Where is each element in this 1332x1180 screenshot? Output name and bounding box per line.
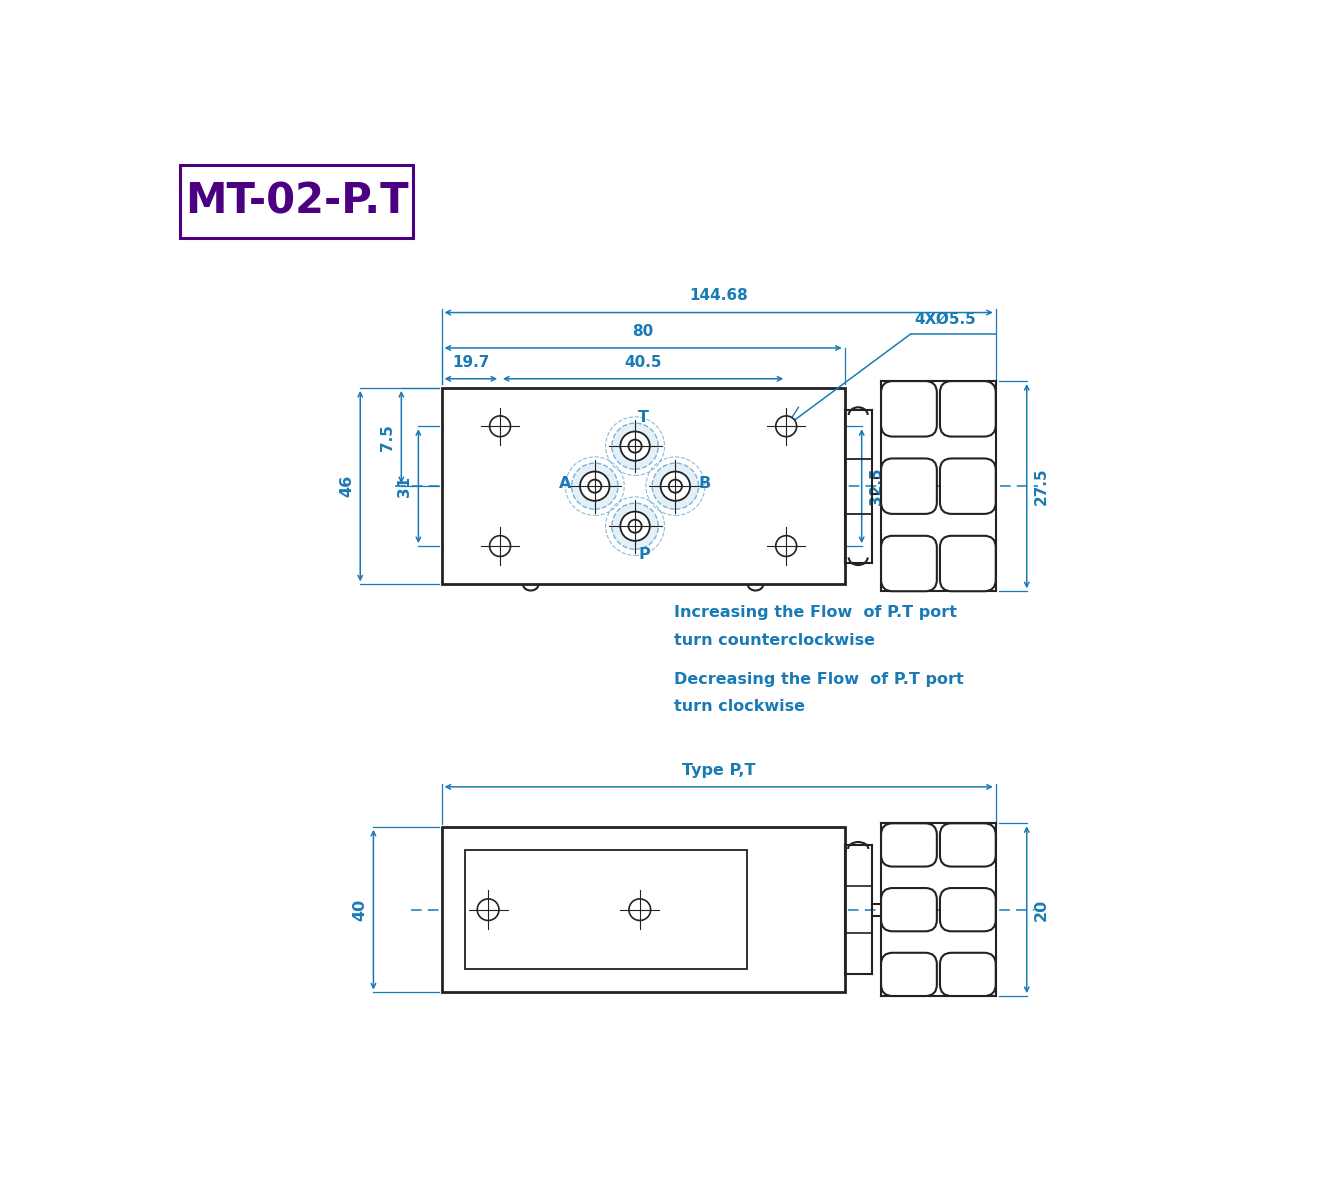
Text: 40: 40 [352, 898, 368, 920]
FancyBboxPatch shape [880, 381, 936, 437]
Circle shape [775, 536, 797, 557]
Text: P: P [638, 548, 650, 562]
Circle shape [653, 463, 698, 510]
Circle shape [629, 519, 642, 532]
Text: 40.5: 40.5 [625, 355, 662, 371]
FancyBboxPatch shape [880, 459, 936, 514]
Text: 144.68: 144.68 [690, 288, 749, 303]
Bar [465, 850, 747, 969]
Text: 4XØ5.5: 4XØ5.5 [914, 312, 976, 327]
Circle shape [611, 503, 658, 550]
Text: 32.5: 32.5 [868, 467, 883, 505]
Text: B: B [698, 477, 711, 491]
Text: 27.5: 27.5 [1034, 467, 1048, 505]
Circle shape [629, 440, 642, 453]
Circle shape [477, 899, 500, 920]
FancyBboxPatch shape [940, 381, 996, 437]
Text: Decreasing the Flow  of P.T port: Decreasing the Flow of P.T port [674, 671, 964, 687]
Circle shape [669, 479, 682, 493]
Text: Type P,T: Type P,T [682, 762, 755, 778]
Text: 80: 80 [633, 323, 654, 339]
Circle shape [490, 536, 510, 557]
Circle shape [661, 472, 690, 500]
Circle shape [775, 415, 797, 437]
Text: 46: 46 [340, 476, 354, 497]
Text: turn counterclockwise: turn counterclockwise [674, 632, 875, 648]
Text: 20: 20 [1034, 898, 1048, 920]
FancyBboxPatch shape [880, 536, 936, 591]
FancyBboxPatch shape [940, 889, 996, 931]
Circle shape [621, 432, 650, 460]
Text: 31: 31 [397, 476, 412, 497]
Circle shape [490, 415, 510, 437]
Circle shape [579, 472, 610, 500]
Text: A: A [559, 477, 571, 491]
Bar [442, 827, 844, 992]
Circle shape [571, 463, 618, 510]
Text: T: T [638, 411, 649, 425]
Text: 7.5: 7.5 [380, 424, 396, 451]
Circle shape [621, 512, 650, 540]
FancyBboxPatch shape [880, 824, 936, 866]
Text: turn clockwise: turn clockwise [674, 700, 805, 714]
Text: 19.7: 19.7 [452, 355, 490, 371]
Text: MT-02-P.T: MT-02-P.T [185, 181, 409, 223]
Text: Increasing the Flow  of P.T port: Increasing the Flow of P.T port [674, 605, 958, 621]
FancyBboxPatch shape [940, 824, 996, 866]
Circle shape [589, 479, 601, 493]
Bar [442, 388, 844, 584]
FancyBboxPatch shape [940, 536, 996, 591]
FancyBboxPatch shape [940, 952, 996, 996]
Circle shape [611, 424, 658, 470]
FancyBboxPatch shape [940, 459, 996, 514]
FancyBboxPatch shape [880, 952, 936, 996]
Circle shape [629, 899, 650, 920]
FancyBboxPatch shape [180, 165, 413, 238]
FancyBboxPatch shape [880, 889, 936, 931]
